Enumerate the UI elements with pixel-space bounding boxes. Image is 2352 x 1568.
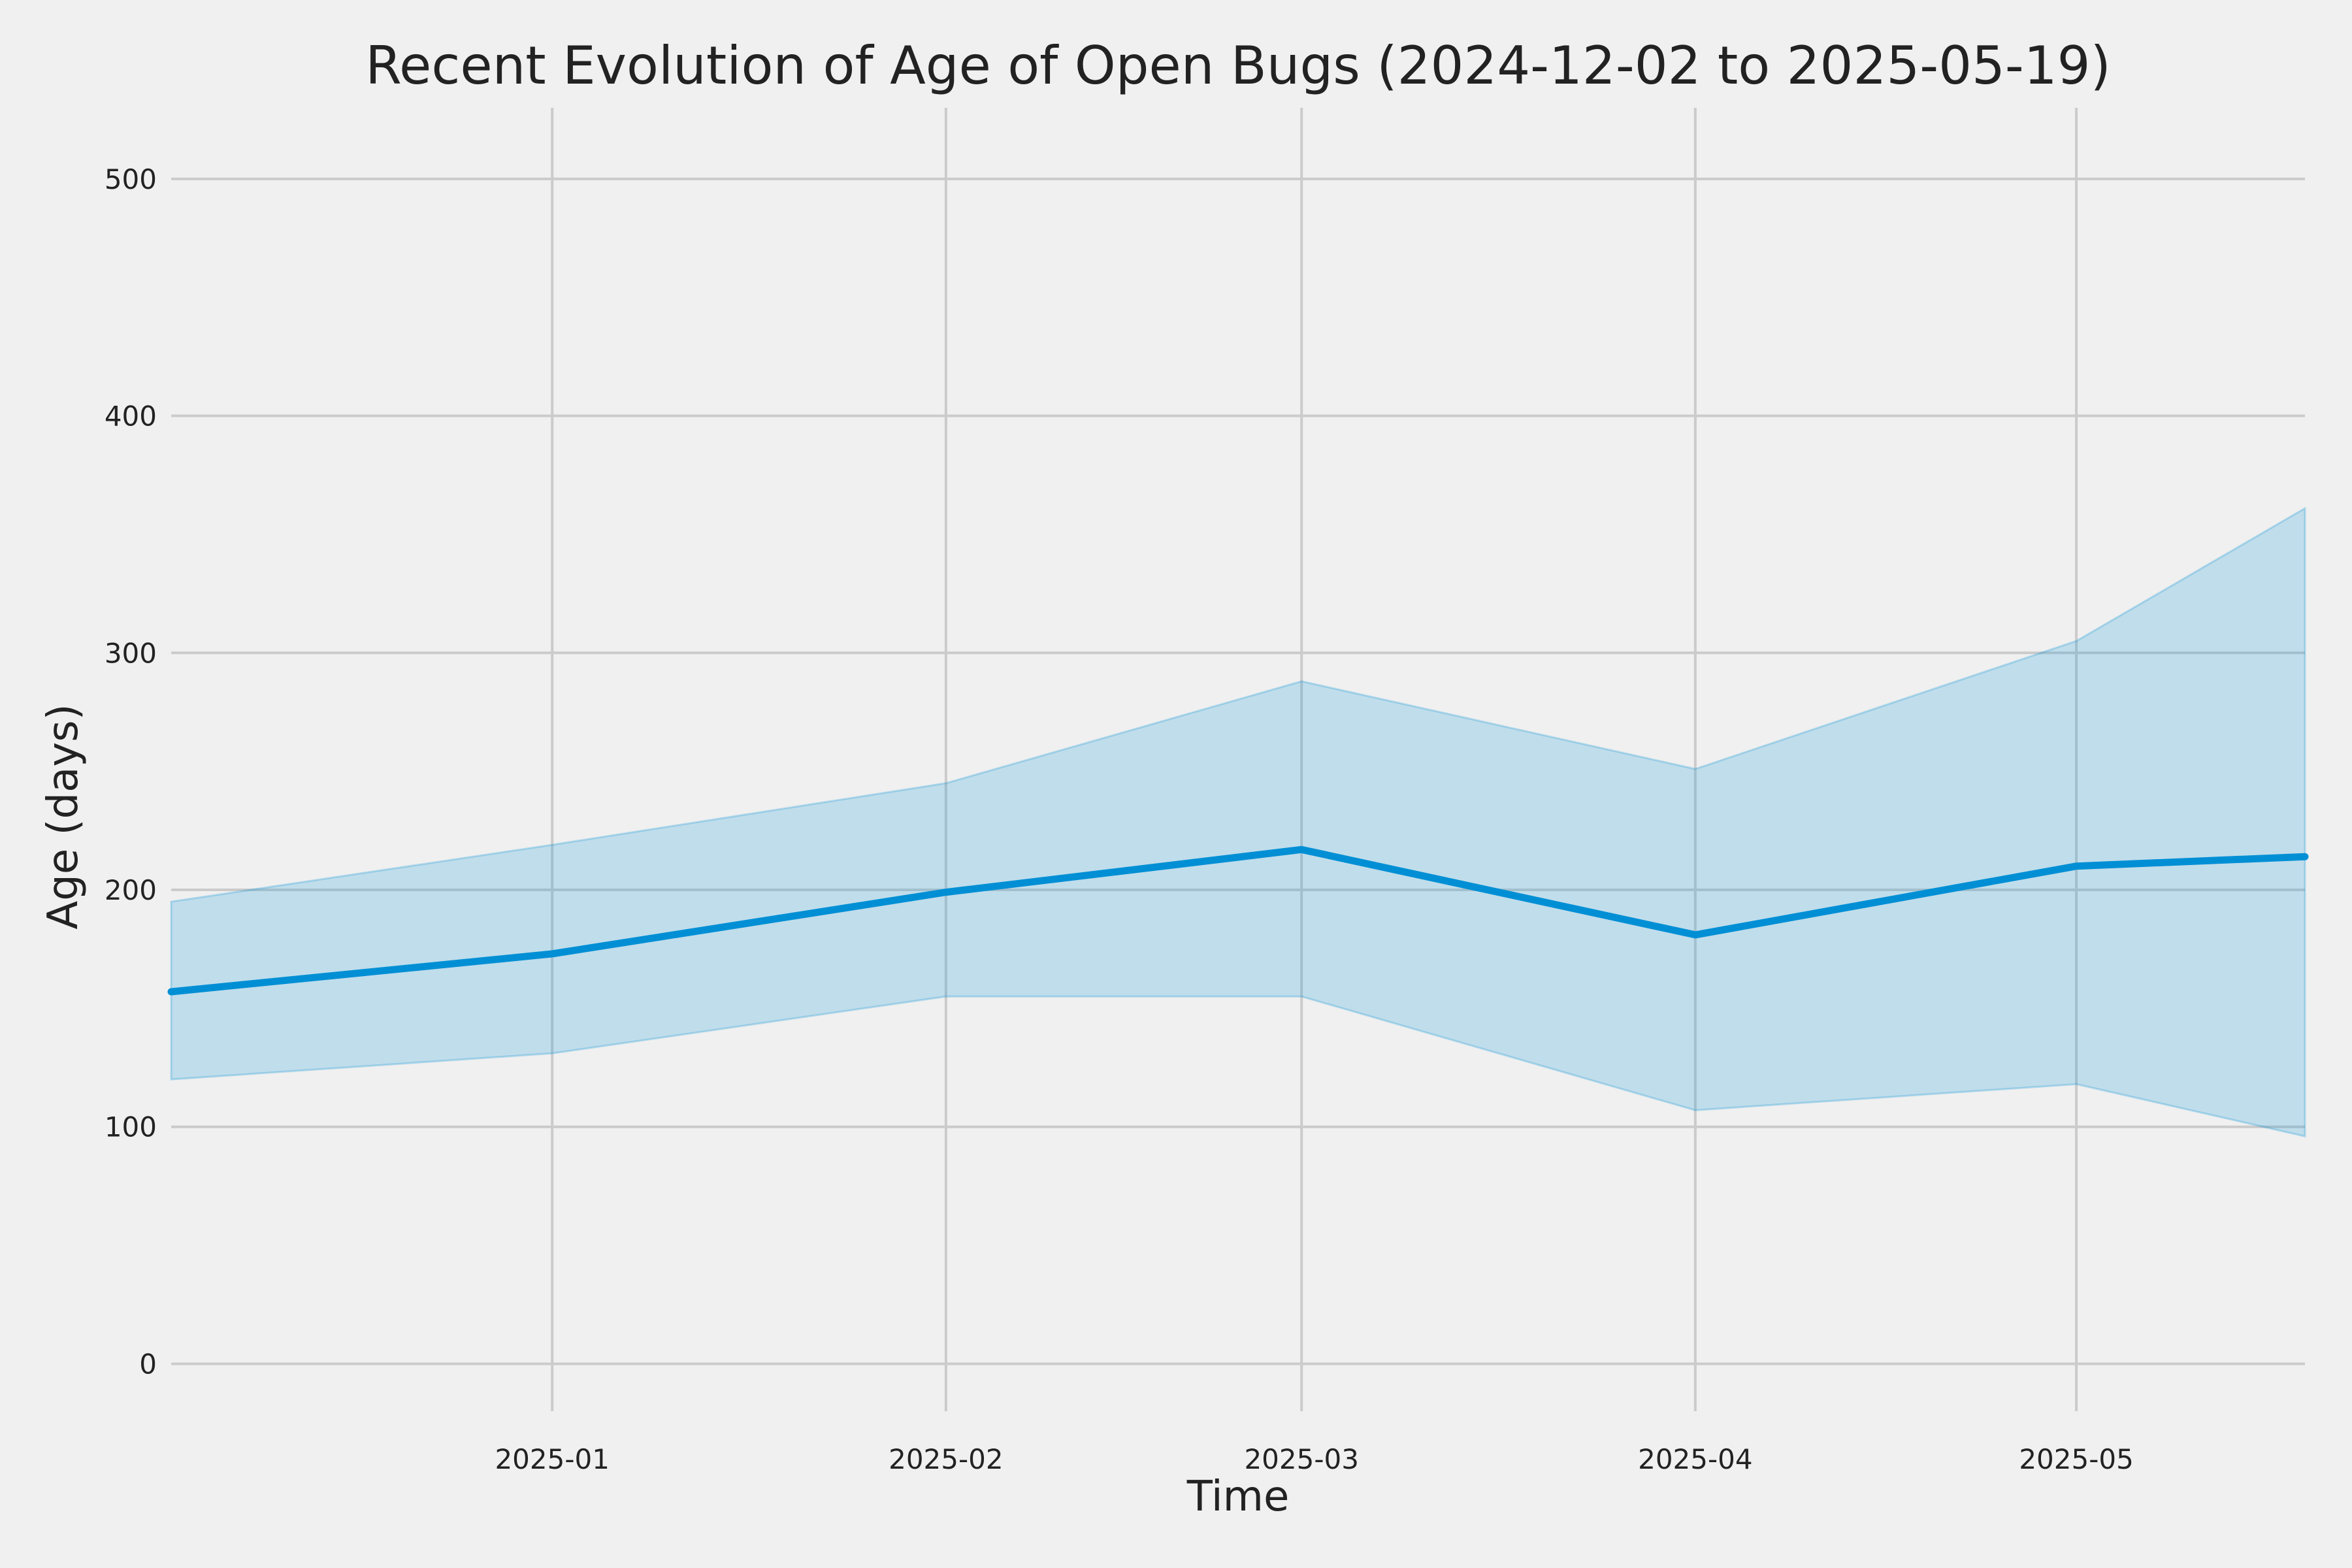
x-tick-label: 2025-03 <box>1244 1443 1359 1475</box>
x-tick-labels: 2025-01 2025-02 2025-03 2025-04 2025-05 <box>495 1443 2133 1475</box>
y-tick-label: 400 <box>105 400 157 433</box>
y-tick-label: 0 <box>139 1348 157 1380</box>
y-axis-label: Age (days) <box>39 704 88 929</box>
x-axis-label: Time <box>1186 1473 1290 1521</box>
confidence-band-layer <box>170 506 2306 1138</box>
x-tick-label: 2025-04 <box>1638 1443 1753 1475</box>
y-tick-label: 100 <box>105 1111 157 1143</box>
y-tick-label: 200 <box>105 874 157 906</box>
chart-title: Recent Evolution of Age of Open Bugs (20… <box>365 35 2111 96</box>
confidence-band <box>170 506 2306 1138</box>
y-tick-label: 300 <box>105 637 157 669</box>
y-tick-label: 500 <box>105 163 157 195</box>
series-line <box>167 845 2309 996</box>
series-line-layer <box>167 845 2309 996</box>
grid <box>171 108 2305 1411</box>
x-tick-label: 2025-05 <box>2019 1443 2134 1475</box>
y-tick-labels: 0 100 200 300 400 500 <box>105 163 157 1380</box>
x-tick-label: 2025-01 <box>495 1443 610 1475</box>
x-tick-label: 2025-02 <box>889 1443 1004 1475</box>
